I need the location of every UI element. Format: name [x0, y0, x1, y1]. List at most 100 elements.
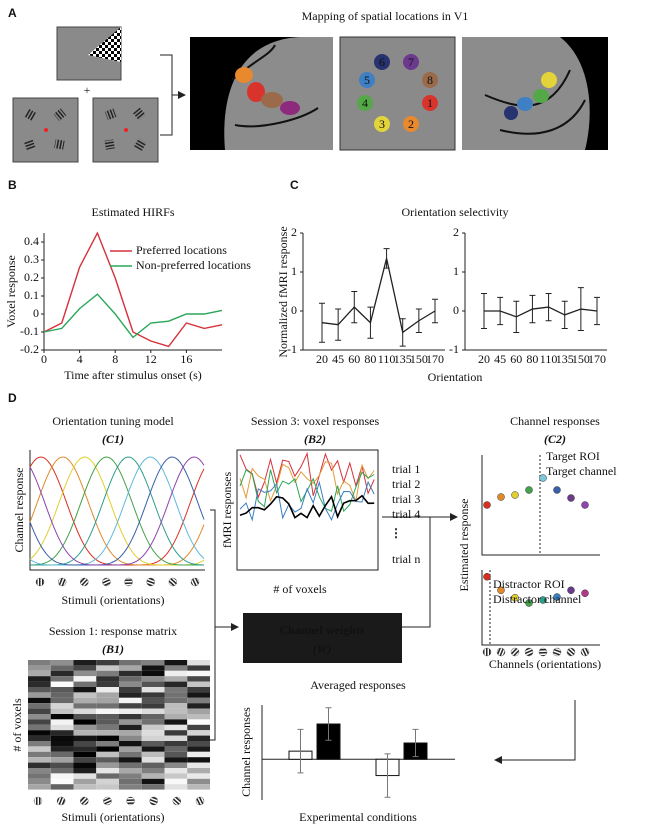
legend-label: Preferred locations: [136, 243, 227, 257]
tuning-curve: [29, 456, 205, 566]
matrix-cell: [28, 676, 51, 682]
matrix-cell: [96, 660, 119, 666]
boundary-line: [484, 69, 586, 135]
location-label: 2: [408, 117, 414, 131]
matrix-cell: [119, 714, 142, 720]
location-dot: [422, 95, 438, 111]
grating-icon: [124, 577, 133, 587]
axis-label: Channels (orientations): [489, 657, 601, 671]
ellipsis: ⋮: [390, 526, 402, 540]
chart-title: Estimated HIRFs: [92, 205, 175, 219]
matrix-cell: [119, 773, 142, 779]
matrix-cell: [28, 714, 51, 720]
error-bar: [383, 248, 390, 269]
channel-dot: [553, 486, 561, 494]
channel-dot: [567, 586, 575, 594]
matrix-cell: [73, 768, 97, 774]
error-bar: [513, 300, 520, 333]
x-tick-label: 80: [526, 352, 538, 366]
x-tick-label: 170: [426, 352, 444, 366]
location-label: 5: [364, 73, 370, 87]
x-tick-label: 60: [348, 352, 360, 366]
channel-dot: [525, 486, 533, 494]
matrix-cell: [96, 746, 119, 752]
matrix-cell: [164, 660, 188, 666]
trace: [239, 469, 375, 513]
matrix-cell: [141, 719, 165, 725]
matrix-cell: [96, 762, 119, 768]
matrix-cell: [141, 735, 165, 741]
matrix-cell: [164, 773, 188, 779]
matrix-cell: [28, 719, 51, 725]
location-label: 3: [379, 117, 385, 131]
grating-icon: [538, 647, 548, 657]
matrix-cell: [141, 778, 165, 785]
matrix-cell: [187, 692, 210, 698]
grating-icon: [80, 796, 89, 806]
matrix-cell: [96, 735, 119, 741]
matrix-cell: [164, 751, 188, 758]
matrix-cell: [119, 730, 142, 736]
matrix-cell: [50, 714, 74, 720]
matrix-cell: [96, 784, 119, 790]
matrix-cell: [50, 730, 74, 736]
matrix-cell: [164, 670, 188, 677]
location-dot: [374, 116, 390, 132]
axis-label: Stimuli (orientations): [62, 593, 165, 607]
matrix-cell: [96, 703, 119, 709]
matrix-cell: [28, 784, 51, 790]
matrix-cell: [119, 741, 142, 747]
matrix-cell: [141, 784, 165, 790]
matrix-cell: [73, 719, 97, 725]
axis-label: fMRI responses: [220, 472, 234, 549]
trial-label: trial 2: [392, 477, 420, 491]
axis-label: # of voxels: [273, 582, 327, 596]
trace: [239, 494, 375, 519]
x-axis-label: Experimental conditions: [299, 810, 417, 824]
plot-frame: [29, 450, 205, 571]
matrix-cell: [73, 681, 97, 687]
x-tick-label: 80: [364, 352, 376, 366]
matrix-cell: [187, 724, 210, 731]
panel-letter: B: [8, 178, 17, 192]
matrix-cell: [73, 676, 97, 682]
trace: [239, 461, 375, 503]
matrix-cell: [96, 719, 119, 725]
panel-letter: D: [8, 391, 17, 405]
channel-dot: [525, 599, 533, 607]
x-tick-label: 135: [556, 352, 574, 366]
y-tick-label: 0.2: [24, 270, 39, 284]
tuning-curve: [29, 456, 204, 566]
tuning-curve: [29, 456, 205, 566]
location-dot: [359, 72, 375, 88]
section-tag: (C2): [544, 432, 566, 446]
y-tick-label: 0.1: [24, 288, 39, 302]
matrix-cell: [187, 768, 210, 774]
matrix-cell: [50, 746, 74, 752]
data-line: [321, 258, 436, 334]
matrix-cell: [164, 697, 188, 704]
matrix-cell: [28, 703, 51, 709]
y-tick-label: -1: [449, 342, 459, 356]
matrix-cell: [50, 762, 74, 768]
grating-icon: [56, 796, 66, 806]
matrix-cell: [187, 670, 210, 677]
grating-icon: [496, 647, 506, 657]
matrix-cell: [50, 778, 74, 785]
location-label: 8: [427, 73, 433, 87]
error-bar: [325, 707, 332, 741]
x-axis-label: Time after stimulus onset (s): [64, 368, 202, 382]
channel-dot: [567, 494, 575, 502]
matrix-cell: [50, 676, 74, 682]
tuning-curve: [29, 456, 205, 566]
matrix-cell: [28, 724, 51, 731]
x-tick-label: 110: [378, 352, 396, 366]
matrix-cell: [96, 697, 119, 704]
grating-icon: [80, 577, 89, 587]
matrix-cell: [164, 735, 188, 741]
grating-icon: [146, 577, 155, 587]
matrix-cell: [187, 730, 210, 736]
trial-label: trial 4: [392, 507, 420, 521]
chart-title: Averaged responses: [310, 678, 406, 692]
matrix-cell: [96, 681, 119, 687]
